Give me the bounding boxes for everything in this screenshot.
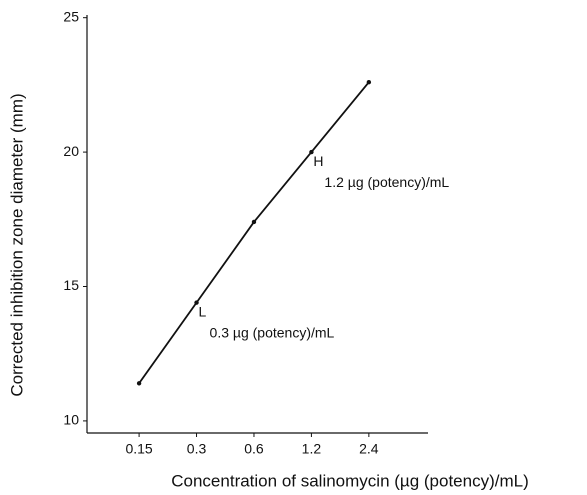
point <box>136 381 142 386</box>
x-tick-label: 2.4 <box>359 441 379 457</box>
y-tick-label: 10 <box>63 412 79 428</box>
x-tick-label: 0.6 <box>244 441 264 457</box>
point <box>194 300 199 305</box>
x-tick-label: 0.15 <box>125 441 152 457</box>
annotation-mark: H <box>313 153 323 169</box>
point <box>251 219 257 225</box>
x-tick-label: 1.2 <box>302 441 322 457</box>
y-tick-label: 15 <box>63 277 79 293</box>
x-axis-title: Concentration of salinomycin (µg (potenc… <box>171 471 529 490</box>
point <box>309 149 314 155</box>
y-tick-label: 25 <box>63 8 79 24</box>
annotation-text: 1.2 µg (potency)/mL <box>324 174 449 190</box>
y-tick-label: 20 <box>63 143 79 159</box>
annotation-mark: L <box>199 303 207 319</box>
y-axis-title: Corrected inhibition zone diameter (mm) <box>7 93 26 396</box>
annotation-text: 0.3 µg (potency)/mL <box>210 324 335 340</box>
point <box>366 80 372 85</box>
x-tick-label: 0.3 <box>187 441 207 457</box>
